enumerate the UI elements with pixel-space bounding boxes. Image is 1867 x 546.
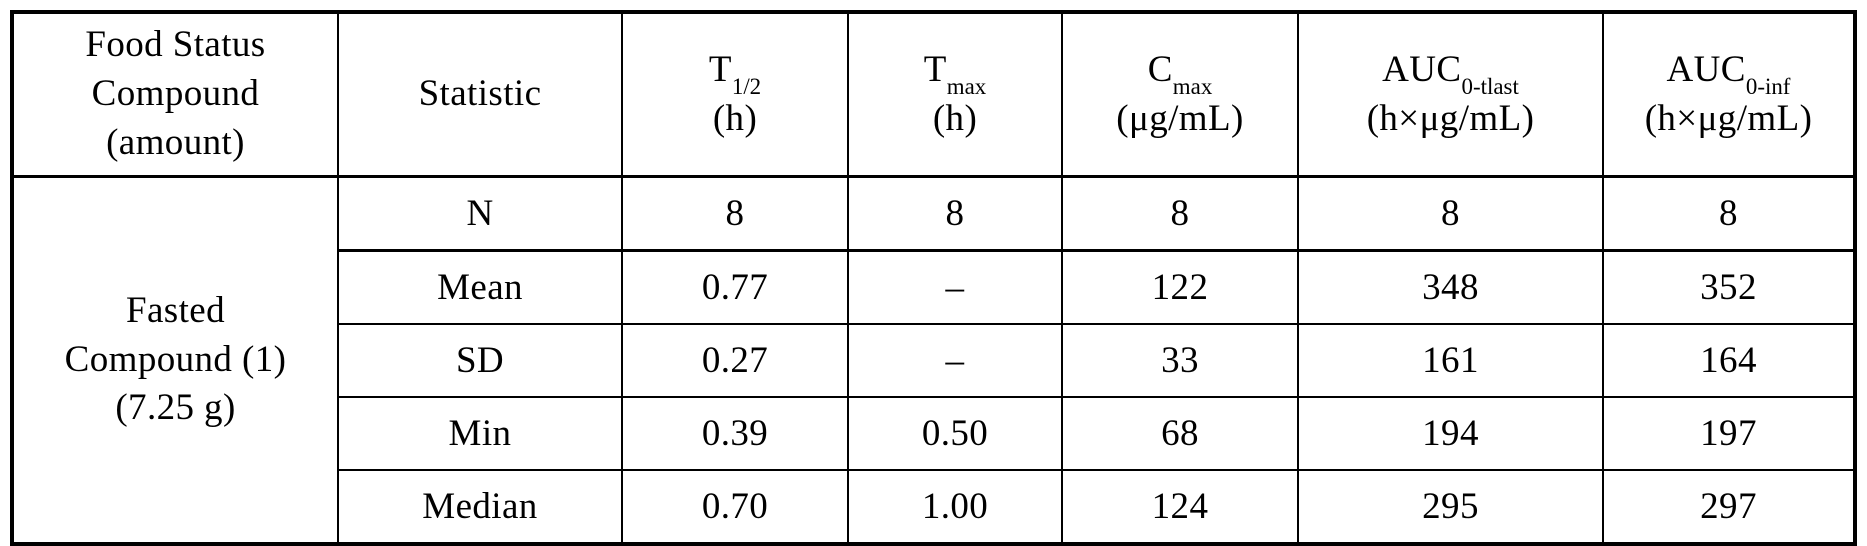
symbol-base: C xyxy=(1147,48,1173,90)
data-cell: 352 xyxy=(1602,249,1856,325)
header-line: (amount) xyxy=(106,121,245,163)
data-cell: 161 xyxy=(1297,323,1604,398)
table-row: SD 0.27 – 33 161 164 xyxy=(12,323,1856,398)
data-cell: 0.39 xyxy=(621,396,849,471)
data-cell: 8 xyxy=(847,175,1063,252)
symbol-subscript: 0-tlast xyxy=(1461,74,1519,100)
symbol-subscript: max xyxy=(946,74,987,100)
group-line: Compound (1) xyxy=(64,338,287,380)
symbol-subscript: 0-inf xyxy=(1745,74,1791,100)
data-cell: 0.70 xyxy=(621,469,849,545)
header-unit: (h) xyxy=(712,97,758,139)
data-cell: 348 xyxy=(1297,249,1604,325)
table-row: Min 0.39 0.50 68 194 197 xyxy=(12,396,1856,471)
header-row: Food Status Compound (amount) Statistic … xyxy=(11,11,1856,178)
data-cell: – xyxy=(847,323,1063,398)
group-cell-food-status: Fasted Compound (1) (7.25 g) xyxy=(11,175,339,546)
group-line: Fasted xyxy=(125,289,225,331)
symbol-base: T xyxy=(708,48,732,90)
table-row: Fasted Compound (1) (7.25 g) N 8 8 8 8 8 xyxy=(11,175,1856,546)
data-cell: 297 xyxy=(1602,469,1856,545)
header-statistic: Statistic xyxy=(337,11,623,178)
header-c-max: Cmax (μg/mL) xyxy=(1061,11,1299,178)
header-line: Cmax xyxy=(1064,46,1296,98)
header-line: Statistic xyxy=(418,73,542,115)
data-cell: 33 xyxy=(1061,323,1299,398)
data-cell: 0.27 xyxy=(621,323,849,398)
data-cell: 1.00 xyxy=(847,469,1063,545)
header-unit: (h) xyxy=(932,97,978,139)
header-unit: (h×μg/mL) xyxy=(1366,97,1535,139)
stat-label: N xyxy=(337,175,623,252)
data-cell: 68 xyxy=(1061,396,1299,471)
stat-label: SD xyxy=(337,323,623,398)
data-cell: 197 xyxy=(1602,396,1856,471)
header-line: T1/2 xyxy=(624,46,846,98)
symbol-subscript: max xyxy=(1172,74,1213,100)
stat-label: Min xyxy=(337,396,623,471)
stat-label: Median xyxy=(337,469,623,545)
header-unit: (h×μg/mL) xyxy=(1644,97,1813,139)
stat-label: Mean xyxy=(337,249,623,325)
data-cell: 8 xyxy=(621,175,849,252)
header-food-status: Food Status Compound (amount) xyxy=(11,11,339,178)
data-cell: 124 xyxy=(1061,469,1299,545)
pk-summary-table: Food Status Compound (amount) Statistic … xyxy=(10,10,1857,546)
header-auc-tlast: AUC0-tlast (h×μg/mL) xyxy=(1297,11,1604,178)
table-row: Median 0.70 1.00 124 295 297 xyxy=(12,469,1856,545)
header-line: AUC0-inf xyxy=(1605,46,1853,98)
data-cell: – xyxy=(847,249,1063,325)
data-cell: 164 xyxy=(1602,323,1856,398)
table-body: Fasted Compound (1) (7.25 g) N 8 8 8 8 8… xyxy=(11,175,1856,546)
data-cell: 0.50 xyxy=(847,396,1063,471)
data-cell: 8 xyxy=(1602,175,1856,252)
symbol-base: AUC xyxy=(1666,48,1746,90)
header-auc-inf: AUC0-inf (h×μg/mL) xyxy=(1602,11,1856,178)
data-cell: 8 xyxy=(1061,175,1299,252)
symbol-base: AUC xyxy=(1382,48,1462,90)
header-line: Food Status xyxy=(85,24,266,66)
header-t-max: Tmax (h) xyxy=(847,11,1063,178)
header-t-half: T1/2 (h) xyxy=(621,11,849,178)
symbol-subscript: 1/2 xyxy=(731,74,762,100)
data-cell: 295 xyxy=(1297,469,1604,545)
header-unit: (μg/mL) xyxy=(1116,97,1244,139)
data-cell: 122 xyxy=(1061,249,1299,325)
table-row: Mean 0.77 – 122 348 352 xyxy=(12,249,1856,325)
header-line: Compound xyxy=(91,73,260,115)
group-line: (7.25 g) xyxy=(115,387,236,429)
data-cell: 0.77 xyxy=(621,249,849,325)
data-cell: 8 xyxy=(1297,175,1604,252)
header-line: Tmax xyxy=(850,46,1060,98)
data-cell: 194 xyxy=(1297,396,1604,471)
header-line: AUC0-tlast xyxy=(1300,46,1601,98)
symbol-base: T xyxy=(923,48,947,90)
table-header: Food Status Compound (amount) Statistic … xyxy=(11,11,1856,178)
